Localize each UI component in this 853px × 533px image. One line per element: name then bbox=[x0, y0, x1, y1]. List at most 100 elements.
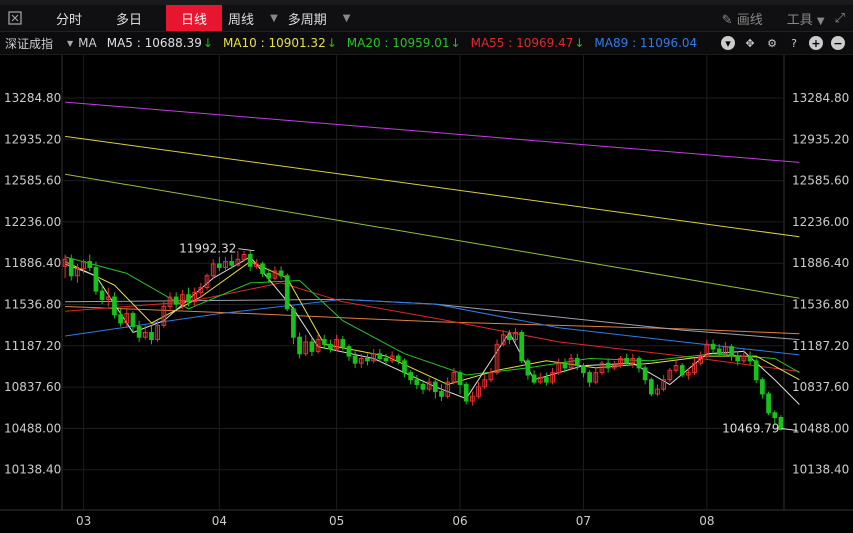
candle-body bbox=[698, 355, 704, 364]
expand-icon[interactable] bbox=[4, 7, 26, 29]
y-tick-label-right: 12236.00 bbox=[792, 215, 849, 229]
candle-body bbox=[223, 261, 228, 269]
candle-body bbox=[105, 296, 111, 300]
candle-body bbox=[760, 379, 765, 395]
ma-indicator-label[interactable]: MA bbox=[78, 36, 97, 50]
down-arrow-icon: ↓ bbox=[326, 36, 337, 50]
draw-line-button[interactable]: ✎ 画线 bbox=[722, 9, 763, 28]
candle-body bbox=[210, 263, 216, 277]
candle-body bbox=[389, 355, 395, 362]
y-tick-label-right: 12585.60 bbox=[792, 174, 849, 188]
candle-body bbox=[581, 365, 586, 374]
candle-body bbox=[235, 258, 241, 266]
candle-body bbox=[457, 372, 463, 385]
chevron-down-icon: ▼ bbox=[816, 15, 825, 27]
candle-body bbox=[377, 353, 383, 359]
candle-body bbox=[445, 381, 451, 397]
tab-intraday[interactable]: 分时 bbox=[56, 12, 83, 28]
candle-body bbox=[611, 365, 617, 369]
candle-body bbox=[173, 296, 179, 305]
fullscreen-icon[interactable]: ⤢ bbox=[834, 10, 845, 26]
annotation-arrow bbox=[238, 248, 255, 252]
annotation-label: 10469.79 bbox=[722, 422, 779, 436]
x-tick-label: 04 bbox=[212, 514, 227, 528]
help-icon[interactable]: ? bbox=[791, 36, 797, 50]
chevron-down-icon[interactable]: ▼ bbox=[342, 12, 351, 24]
candle-body bbox=[630, 357, 636, 364]
y-tick-label-right: 11886.40 bbox=[792, 256, 849, 270]
candlestick-chart[interactable]: 13284.80 13284.80 12935.20 12935.20 12585.60… bbox=[0, 55, 853, 533]
y-tick-label-right: 10488.00 bbox=[792, 421, 849, 435]
candle-body bbox=[402, 360, 407, 374]
ma5-value: MA5 : 10688.39↓ bbox=[107, 36, 213, 50]
candle-body bbox=[463, 383, 469, 402]
candle-body bbox=[254, 263, 259, 267]
candle-body bbox=[519, 331, 525, 362]
tab-daily[interactable]: 日线 bbox=[166, 5, 223, 31]
remove-indicator-icon[interactable]: − bbox=[831, 36, 845, 50]
candle-body bbox=[62, 258, 68, 267]
x-tick-label: 08 bbox=[699, 514, 714, 528]
candle-body bbox=[112, 296, 117, 316]
chevron-down-icon[interactable]: ▼ bbox=[270, 12, 278, 24]
candle-body bbox=[556, 362, 562, 374]
candle-body bbox=[439, 391, 444, 397]
candle-body bbox=[309, 341, 315, 352]
ma-line-ma_long5 bbox=[65, 298, 800, 341]
candle-body bbox=[735, 355, 741, 362]
candle-body bbox=[544, 376, 549, 383]
y-tick-label-left: 10837.60 bbox=[4, 380, 61, 394]
candle-body bbox=[729, 346, 734, 357]
candle-body bbox=[716, 348, 722, 355]
candle-body bbox=[161, 305, 167, 326]
candle-body bbox=[284, 275, 290, 310]
move-icon[interactable]: ✥ bbox=[745, 36, 755, 50]
candle-body bbox=[648, 379, 654, 395]
ma55-value: MA55 : 10969.47↓ bbox=[471, 36, 585, 50]
candle-body bbox=[260, 263, 265, 274]
candle-body bbox=[352, 355, 358, 364]
candle-body bbox=[328, 343, 333, 350]
y-tick-label-left: 13284.80 bbox=[4, 91, 61, 105]
y-tick-label-right: 11187.20 bbox=[792, 339, 849, 353]
minimize-indicator-icon[interactable]: ▾ bbox=[721, 36, 735, 50]
candle-body bbox=[655, 388, 660, 395]
down-arrow-icon: ↓ bbox=[574, 36, 585, 50]
down-arrow-icon: ↓ bbox=[450, 36, 461, 50]
candle-body bbox=[593, 372, 599, 383]
down-arrow-icon: ↓ bbox=[202, 36, 213, 50]
add-indicator-icon[interactable]: + bbox=[809, 36, 823, 50]
candle-body bbox=[723, 346, 728, 355]
tools-button[interactable]: 工具 ▼ bbox=[787, 9, 825, 28]
candle-body bbox=[568, 357, 574, 369]
candle-body bbox=[747, 355, 753, 362]
annotation-label: 11992.32 bbox=[179, 242, 236, 256]
candle-body bbox=[574, 357, 580, 367]
candle-body bbox=[217, 263, 222, 269]
candle-body bbox=[272, 270, 278, 279]
candle-body bbox=[198, 287, 204, 293]
candle-body bbox=[426, 381, 432, 390]
tab-multi-period[interactable]: 多周期 bbox=[287, 12, 327, 28]
candle-body bbox=[365, 357, 370, 362]
tab-multi-day[interactable]: 多日 bbox=[116, 12, 143, 28]
candle-body bbox=[87, 261, 93, 269]
candle-body bbox=[741, 355, 747, 362]
candle-body bbox=[241, 254, 247, 260]
candle-body bbox=[321, 339, 327, 345]
candle-body bbox=[229, 261, 235, 266]
triangle-down-icon[interactable]: ▼ bbox=[67, 38, 74, 48]
annotation-arrow bbox=[781, 428, 798, 432]
candle-body bbox=[587, 372, 592, 383]
y-tick-label-left: 11187.20 bbox=[4, 339, 61, 353]
y-tick-label-left: 12585.60 bbox=[4, 174, 61, 188]
tab-weekly[interactable]: 周线 bbox=[228, 12, 255, 28]
candle-body bbox=[179, 294, 185, 305]
candle-body bbox=[149, 331, 154, 341]
settings-gear-icon[interactable]: ⚙ bbox=[767, 36, 777, 50]
candle-body bbox=[186, 294, 191, 303]
candle-body bbox=[494, 343, 500, 374]
candle-body bbox=[513, 331, 518, 341]
candle-body bbox=[562, 362, 568, 369]
ma89-value: MA89 : 11096.04 bbox=[594, 36, 697, 50]
